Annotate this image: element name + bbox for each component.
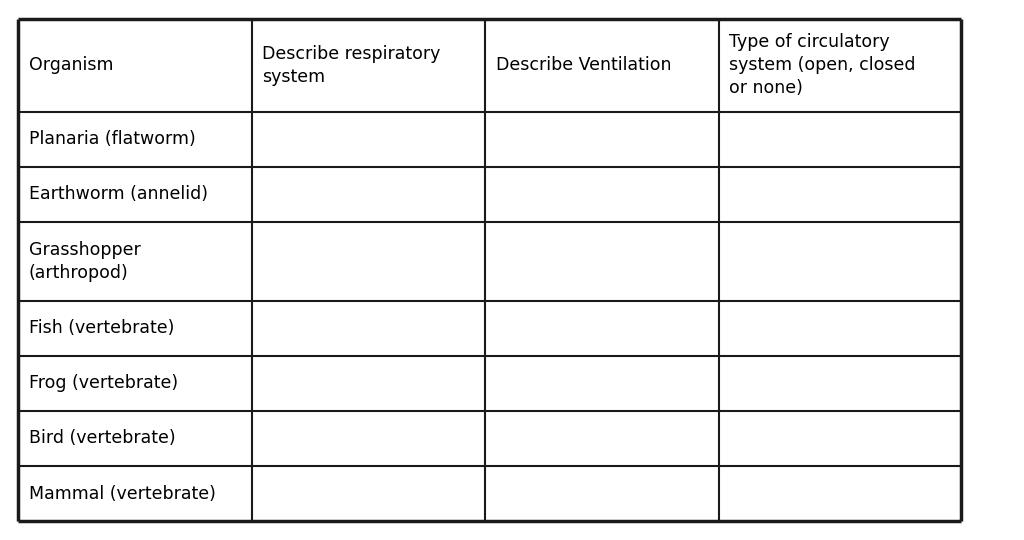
Text: Describe Ventilation: Describe Ventilation <box>496 56 671 75</box>
Text: Frog (vertebrate): Frog (vertebrate) <box>29 374 178 393</box>
Text: Organism: Organism <box>29 56 114 75</box>
Text: Bird (vertebrate): Bird (vertebrate) <box>29 429 175 448</box>
Text: Planaria (flatworm): Planaria (flatworm) <box>29 130 196 148</box>
Text: Earthworm (annelid): Earthworm (annelid) <box>29 185 208 203</box>
Text: Describe respiratory
system: Describe respiratory system <box>262 45 440 86</box>
Text: Mammal (vertebrate): Mammal (vertebrate) <box>29 484 215 503</box>
Text: Type of circulatory
system (open, closed
or none): Type of circulatory system (open, closed… <box>729 33 915 97</box>
Text: Grasshopper
(arthropod): Grasshopper (arthropod) <box>29 241 140 282</box>
Text: Fish (vertebrate): Fish (vertebrate) <box>29 319 174 338</box>
